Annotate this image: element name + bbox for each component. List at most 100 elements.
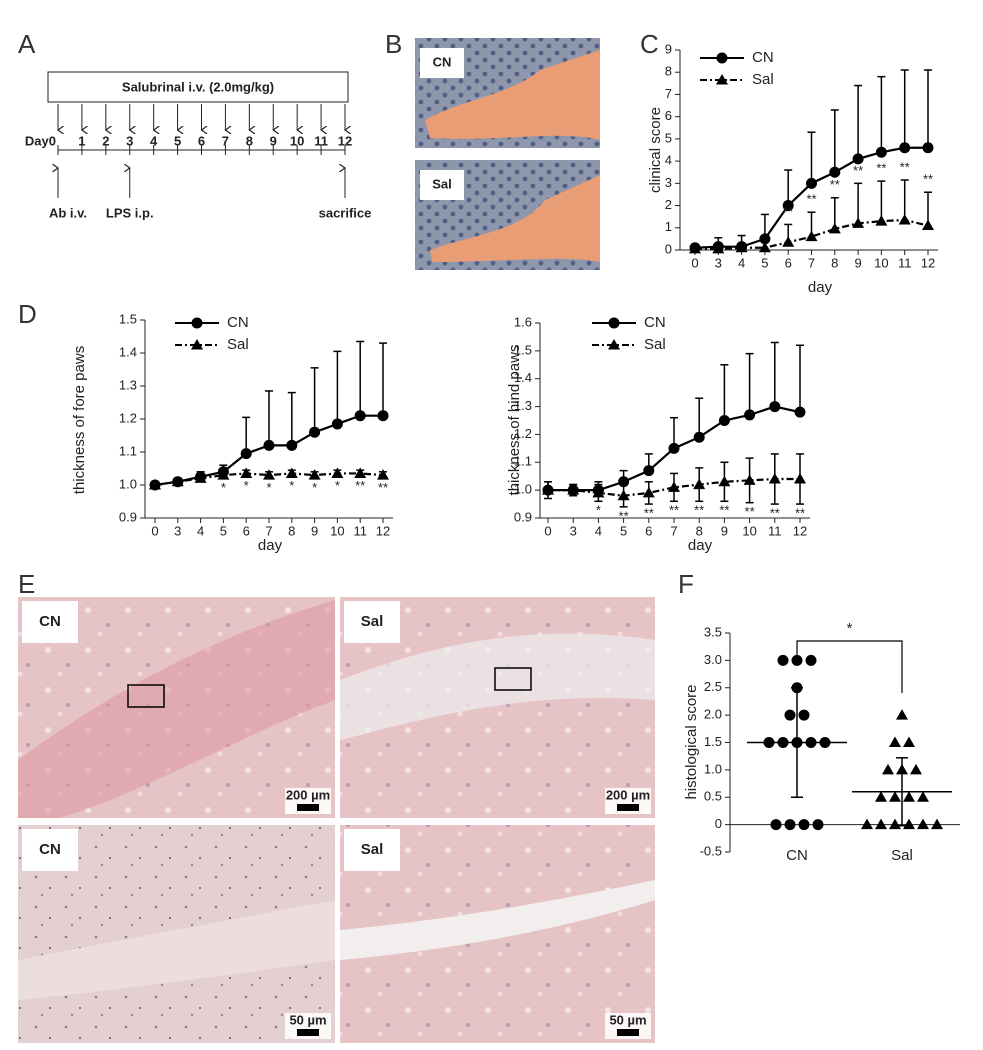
day-label: 4: [150, 133, 158, 148]
data-point: [882, 763, 894, 775]
data-point: [354, 467, 367, 478]
y-tick-label: 0.9: [514, 509, 532, 524]
data-point: [377, 410, 389, 422]
data-point: [910, 763, 922, 775]
x-tick-label: 0: [691, 255, 698, 270]
x-tick-label: 5: [220, 523, 227, 538]
y-tick-label: 3.0: [704, 652, 722, 667]
x-axis-label: day: [258, 537, 283, 554]
day-label: 10: [290, 133, 304, 148]
significance-label: **: [876, 161, 886, 176]
panel-letter: D: [18, 299, 37, 329]
significance-label: **: [770, 506, 780, 521]
y-tick-label: 1.0: [514, 482, 532, 497]
legend-marker: [716, 52, 728, 64]
y-tick-label: 0: [715, 816, 722, 831]
x-tick-label: 5: [620, 523, 627, 538]
day-label: 8: [246, 133, 253, 148]
y-tick-label: 7: [665, 86, 672, 101]
significance-label: **: [806, 192, 816, 207]
scale-bar: [297, 804, 319, 811]
significance-label: **: [719, 503, 729, 518]
day-label: 6: [198, 133, 205, 148]
significance-label: *: [312, 480, 317, 495]
data-point: [770, 819, 782, 831]
x-tick-label: 12: [793, 523, 807, 538]
x-tick-label: 12: [921, 255, 935, 270]
significance-label: **: [923, 172, 933, 187]
photo-label: CN: [433, 54, 452, 69]
x-tick-label: 4: [738, 255, 745, 270]
event-label: Ab i.v.: [49, 205, 87, 220]
data-point: [693, 431, 705, 443]
event-label: sacrifice: [319, 205, 372, 220]
x-tick-label: 3: [715, 255, 722, 270]
event-label: LPS i.p.: [106, 205, 154, 220]
data-point: [354, 410, 366, 422]
data-point: [917, 791, 929, 802]
x-tick-label: 3: [570, 523, 577, 538]
data-point: [668, 481, 680, 492]
legend-marker: [608, 339, 620, 350]
data-point: [903, 736, 915, 747]
data-point: [875, 146, 887, 158]
data-point: [777, 654, 789, 666]
data-point: [744, 409, 756, 421]
data-point: [285, 467, 298, 478]
day-label: 3: [126, 133, 133, 148]
day-label: 9: [270, 133, 277, 148]
data-point: [922, 219, 934, 231]
photo-label: Sal: [361, 841, 384, 858]
significance-label: *: [289, 478, 294, 493]
data-point: [784, 819, 796, 831]
x-tick-label: 9: [311, 523, 318, 538]
data-point: [592, 486, 605, 498]
data-point: [377, 469, 389, 480]
x-tick-label: 7: [808, 255, 815, 270]
significance-label: **: [853, 163, 863, 178]
significance-label: **: [644, 506, 654, 521]
data-point: [931, 818, 943, 830]
y-tick-label: 1.1: [514, 454, 532, 469]
x-tick-label: 10: [874, 255, 888, 270]
label-box: [420, 48, 464, 78]
x-tick-label: CN: [786, 847, 808, 864]
data-point: [240, 467, 253, 478]
data-point: [828, 222, 841, 234]
significance-label: *: [244, 478, 249, 493]
data-point: [805, 654, 817, 666]
series-line: [154, 472, 384, 487]
roi-box: [494, 667, 532, 691]
data-point: [308, 469, 321, 480]
y-tick-label: 1: [665, 219, 672, 234]
x-tick-label: 8: [288, 523, 295, 538]
data-point: [149, 479, 161, 490]
data-point: [642, 486, 655, 498]
data-point: [852, 217, 865, 228]
data-point: [718, 475, 731, 487]
significance-label: *: [847, 620, 853, 637]
data-point: [798, 819, 810, 831]
y-axis-label: thickness of hind paws: [506, 345, 523, 496]
data-point: [331, 418, 343, 430]
data-point: [784, 709, 796, 721]
significance-label: **: [783, 204, 793, 219]
x-axis-label: day: [688, 537, 713, 554]
significance-label: **: [619, 508, 629, 523]
legend-label: CN: [644, 314, 666, 331]
label-box: [420, 170, 464, 200]
x-tick-label: 11: [768, 523, 782, 538]
paw: [425, 50, 600, 140]
panel-letter: F: [678, 569, 694, 599]
significance-label: *: [266, 480, 271, 495]
data-point: [217, 469, 230, 480]
x-tick-label: 11: [353, 523, 367, 538]
data-point: [806, 177, 817, 189]
y-tick-label: 0.9: [119, 509, 137, 524]
y-tick-label: 1.3: [514, 398, 532, 413]
data-point: [889, 818, 901, 830]
legend-label: CN: [227, 314, 249, 331]
scale-bar: [617, 1029, 639, 1036]
label-box: [344, 601, 400, 643]
legend-marker: [191, 339, 203, 350]
